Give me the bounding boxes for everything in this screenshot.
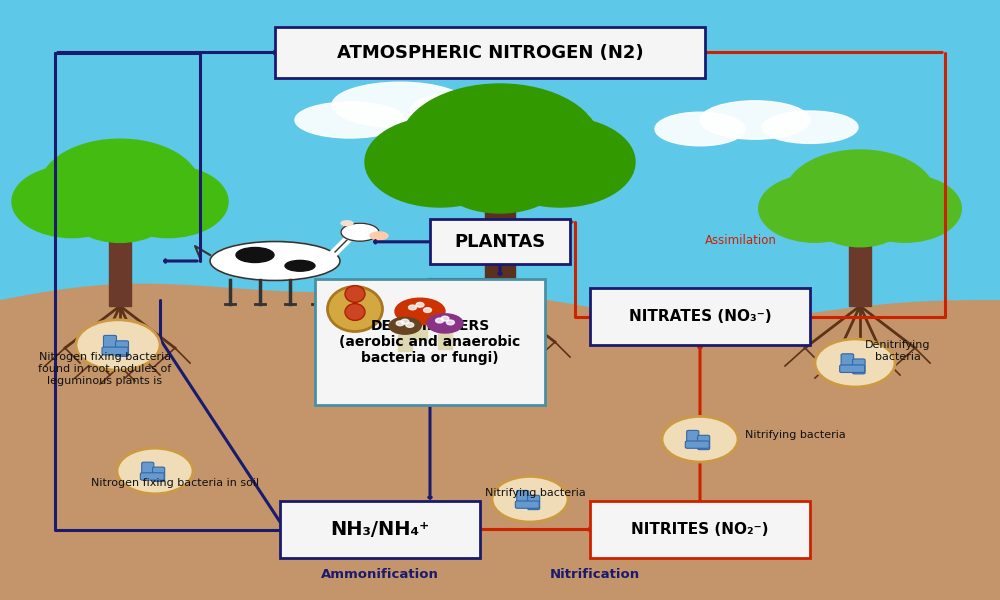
Circle shape bbox=[811, 188, 909, 247]
FancyBboxPatch shape bbox=[315, 279, 545, 405]
Ellipse shape bbox=[655, 112, 745, 146]
Ellipse shape bbox=[341, 221, 353, 226]
Ellipse shape bbox=[345, 286, 365, 302]
FancyBboxPatch shape bbox=[142, 462, 154, 476]
Circle shape bbox=[76, 320, 160, 370]
Ellipse shape bbox=[236, 247, 274, 263]
Circle shape bbox=[406, 323, 414, 328]
Text: ATMOSPHERIC NITROGEN (N2): ATMOSPHERIC NITROGEN (N2) bbox=[337, 43, 643, 61]
Circle shape bbox=[436, 318, 444, 323]
Circle shape bbox=[68, 180, 172, 242]
Bar bbox=[438, 328, 452, 349]
Ellipse shape bbox=[410, 91, 530, 131]
FancyBboxPatch shape bbox=[115, 341, 128, 356]
Circle shape bbox=[759, 175, 871, 242]
Text: NH₃/NH₄⁺: NH₃/NH₄⁺ bbox=[330, 520, 430, 539]
FancyBboxPatch shape bbox=[841, 354, 854, 369]
Ellipse shape bbox=[389, 317, 421, 334]
FancyBboxPatch shape bbox=[853, 359, 865, 374]
Ellipse shape bbox=[427, 314, 463, 333]
Circle shape bbox=[108, 166, 228, 238]
Ellipse shape bbox=[295, 102, 405, 138]
Circle shape bbox=[40, 139, 200, 235]
Circle shape bbox=[12, 166, 132, 238]
Circle shape bbox=[485, 117, 635, 207]
Text: Nitrogen fixing bacteria
found in root nodules of
leguminous plants is: Nitrogen fixing bacteria found in root n… bbox=[38, 352, 172, 386]
FancyBboxPatch shape bbox=[430, 219, 570, 264]
FancyBboxPatch shape bbox=[515, 501, 539, 508]
Text: Nitrogen fixing bacteria in soil: Nitrogen fixing bacteria in soil bbox=[91, 478, 259, 488]
PathPatch shape bbox=[0, 284, 1000, 600]
FancyBboxPatch shape bbox=[687, 430, 699, 445]
FancyBboxPatch shape bbox=[698, 435, 710, 449]
FancyBboxPatch shape bbox=[153, 467, 165, 481]
Bar bbox=[849, 222, 871, 306]
Ellipse shape bbox=[285, 260, 315, 271]
Ellipse shape bbox=[328, 286, 382, 331]
FancyBboxPatch shape bbox=[275, 27, 705, 78]
Text: Denitrifying
bacteria: Denitrifying bacteria bbox=[865, 340, 930, 362]
Text: DECOMPOSERS
(aerobic and anaerobic
bacteria or fungi): DECOMPOSERS (aerobic and anaerobic bacte… bbox=[339, 319, 521, 365]
Ellipse shape bbox=[490, 103, 590, 137]
Circle shape bbox=[400, 84, 600, 204]
Circle shape bbox=[849, 175, 961, 242]
Text: Nitrification: Nitrification bbox=[550, 568, 640, 581]
Bar bbox=[109, 216, 131, 306]
Circle shape bbox=[441, 316, 449, 321]
Circle shape bbox=[446, 320, 454, 325]
Ellipse shape bbox=[762, 111, 858, 143]
Circle shape bbox=[396, 321, 404, 326]
Ellipse shape bbox=[332, 82, 468, 128]
FancyBboxPatch shape bbox=[590, 288, 810, 345]
FancyBboxPatch shape bbox=[840, 365, 865, 373]
Text: NITRATES (NO₃⁻): NITRATES (NO₃⁻) bbox=[629, 309, 771, 324]
Ellipse shape bbox=[341, 223, 379, 241]
Circle shape bbox=[492, 476, 568, 522]
Ellipse shape bbox=[700, 101, 810, 139]
Text: PLANTAS: PLANTAS bbox=[454, 233, 546, 251]
FancyBboxPatch shape bbox=[280, 501, 480, 558]
Circle shape bbox=[365, 117, 515, 207]
FancyBboxPatch shape bbox=[685, 441, 709, 448]
Ellipse shape bbox=[370, 232, 388, 240]
Circle shape bbox=[416, 302, 424, 307]
FancyBboxPatch shape bbox=[528, 495, 540, 509]
Bar bbox=[398, 330, 412, 351]
Ellipse shape bbox=[210, 242, 340, 281]
FancyBboxPatch shape bbox=[104, 335, 116, 351]
Text: Nitrifying bacteria: Nitrifying bacteria bbox=[745, 430, 846, 440]
Bar bbox=[485, 180, 515, 300]
Circle shape bbox=[409, 305, 416, 310]
Circle shape bbox=[435, 135, 565, 213]
Text: NITRITES (NO₂⁻): NITRITES (NO₂⁻) bbox=[631, 522, 769, 537]
FancyBboxPatch shape bbox=[517, 490, 529, 505]
Circle shape bbox=[424, 308, 432, 313]
Ellipse shape bbox=[395, 298, 445, 325]
Circle shape bbox=[815, 339, 895, 387]
Text: Ammonification: Ammonification bbox=[321, 568, 439, 581]
FancyBboxPatch shape bbox=[102, 347, 128, 355]
Bar bbox=[413, 318, 427, 339]
FancyBboxPatch shape bbox=[590, 501, 810, 558]
Ellipse shape bbox=[345, 304, 365, 320]
Circle shape bbox=[785, 150, 935, 240]
Circle shape bbox=[117, 448, 193, 494]
Circle shape bbox=[662, 416, 738, 462]
Circle shape bbox=[401, 319, 409, 324]
FancyBboxPatch shape bbox=[140, 473, 164, 480]
Text: Assimilation: Assimilation bbox=[705, 233, 777, 247]
Text: Nitrifying bacteria: Nitrifying bacteria bbox=[485, 488, 585, 498]
